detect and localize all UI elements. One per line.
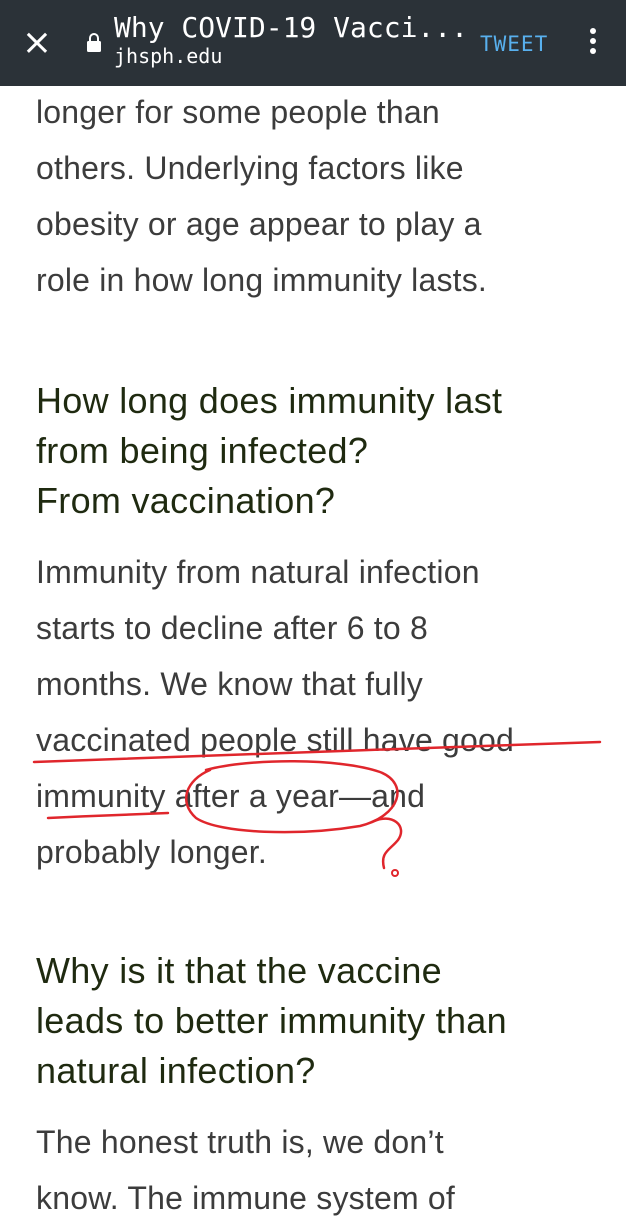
more-options-button[interactable]: [578, 24, 608, 64]
page-domain: jhsph.edu: [114, 44, 223, 68]
browser-toolbar: × Why COVID-19 Vacci... jhsph.edu TWEET: [0, 0, 626, 86]
lock-icon: [87, 33, 101, 52]
more-vert-icon: [590, 28, 596, 34]
page-title: Why COVID-19 Vacci...: [114, 11, 469, 44]
paragraph-immunity-factors: longer for some people than others. Unde…: [36, 94, 488, 298]
close-button[interactable]: ×: [18, 24, 56, 62]
paragraph-immunity-decline: Immunity from natural infection starts t…: [36, 554, 515, 870]
heading-vaccine-vs-infection: Why is it that the vaccine leads to bett…: [36, 950, 507, 1091]
heading-immunity-duration: How long does immunity last from being i…: [36, 380, 503, 521]
url-area[interactable]: Why COVID-19 Vacci... jhsph.edu: [114, 10, 469, 68]
paragraph-honest-truth: The honest truth is, we don’t know. The …: [36, 1124, 455, 1216]
tweet-button[interactable]: TWEET: [480, 32, 549, 56]
close-icon: ×: [21, 22, 53, 63]
